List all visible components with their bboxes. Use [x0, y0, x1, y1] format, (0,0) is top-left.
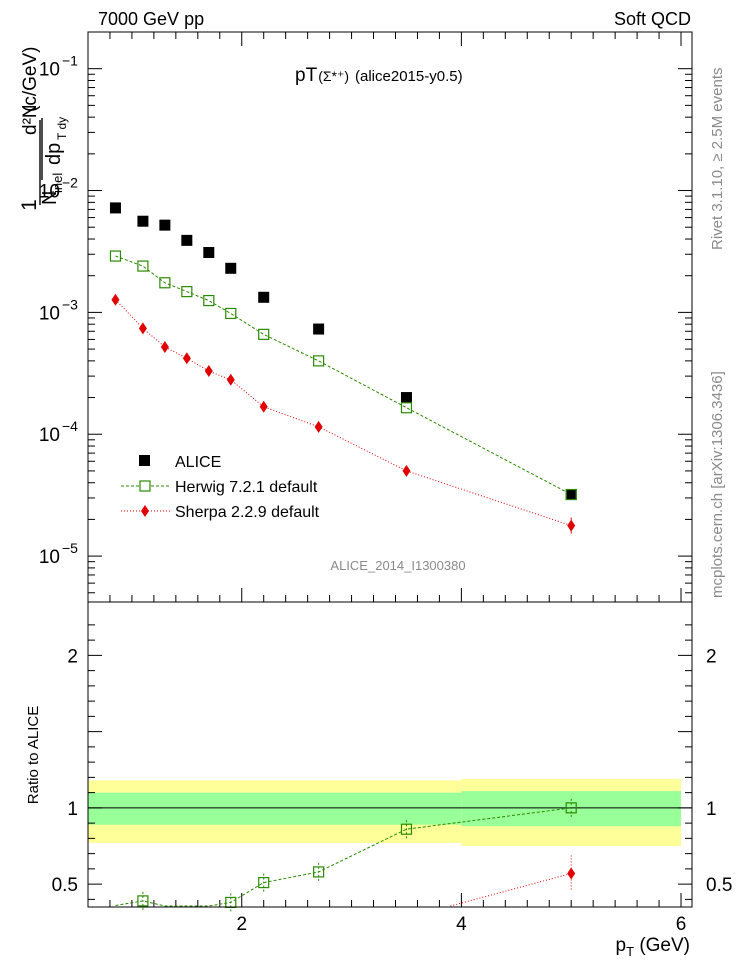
herwig-point	[181, 286, 193, 298]
x-axis-label: pT (GeV)	[616, 935, 690, 959]
sherpa-point	[259, 400, 268, 413]
sherpa-point	[314, 420, 323, 433]
y-tick-label: 10	[39, 425, 60, 446]
ratio-plot-frame	[87, 601, 693, 908]
ratio-sherpa-line	[450, 873, 572, 907]
svg-text:dp: dp	[43, 143, 65, 165]
y-tick-exponent: −2	[62, 175, 78, 191]
y-tick-label: 10	[39, 547, 60, 568]
legend-marker-sherpa	[141, 505, 149, 517]
x-tick-label: 6	[676, 914, 687, 935]
alice-point	[565, 489, 577, 501]
ratio-sherpa-point	[567, 867, 576, 880]
sherpa-line	[115, 299, 572, 527]
legend-marker-herwig	[139, 480, 151, 492]
sherpa-point	[402, 464, 411, 477]
ratio-herwig-point	[400, 823, 413, 835]
y-tick-label: 10	[39, 182, 60, 203]
svg-text:1: 1	[18, 199, 41, 211]
header-left: 7000 GeV pp	[98, 9, 204, 29]
herwig-point	[313, 355, 325, 367]
alice-point	[203, 247, 215, 259]
herwig-point	[109, 250, 122, 262]
herwig-point	[565, 488, 577, 501]
legend: ALICE Herwig 7.2.1 default Sherpa 2.2.9 …	[121, 454, 320, 521]
ratio-y-tick-label-left: 1	[67, 799, 78, 820]
x-tick-label: 2	[236, 914, 247, 935]
header-right: Soft QCD	[614, 9, 691, 29]
svg-text:(c/GeV): (c/GeV)	[20, 47, 41, 112]
alice-point	[181, 234, 193, 246]
ratio-uncertainty-bands	[88, 778, 692, 846]
y-tick-exponent: −3	[62, 296, 78, 312]
ratio-y-tick-label-left: 2	[67, 646, 78, 667]
sherpa-point	[226, 373, 235, 386]
legend-marker-alice	[139, 455, 150, 466]
sherpa-point	[111, 293, 120, 306]
alice-point	[225, 262, 237, 274]
svg-text:N: N	[39, 191, 61, 205]
sherpa-point	[204, 365, 213, 378]
herwig-point	[137, 260, 149, 272]
top-y-axis-label: 1 N inel d²N dp T dy (c/GeV)	[18, 47, 69, 211]
herwig-line	[115, 255, 572, 495]
ratio-y-axis-label: Ratio to ALICE	[25, 706, 42, 804]
herwig-point	[258, 328, 270, 340]
legend-label-herwig: Herwig 7.2.1 default	[175, 479, 318, 496]
legend-label-alice: ALICE	[175, 454, 221, 471]
y-tick-exponent: −5	[62, 540, 78, 556]
ratio-y-tick-label-left: 0.5	[52, 875, 78, 896]
ratio-herwig-point	[565, 802, 577, 814]
svg-text:d²N: d²N	[20, 104, 41, 135]
svg-text:inel: inel	[50, 173, 65, 193]
ratio-y-tick-label-right: 2	[706, 646, 717, 667]
ratio-herwig-point	[137, 895, 149, 907]
sherpa-point	[138, 322, 147, 335]
alice-point	[159, 219, 171, 231]
ratio-herwig-line	[115, 807, 572, 907]
plot-title: pT(Σ*⁺) (alice2015-y0.5)	[295, 65, 463, 86]
analysis-watermark: ALICE_2014_I1300380	[330, 558, 465, 573]
ratio-axis-ticks: 2 4 6 0.5 0.5 1 1 2 2	[52, 624, 732, 935]
alice-point	[109, 202, 121, 214]
herwig-point	[400, 402, 413, 414]
ratio-y-tick-label-right: 1	[706, 799, 717, 820]
rivet-version-label: Rivet 3.1.10, ≥ 2.5M events	[709, 68, 726, 251]
herwig-point	[203, 294, 215, 307]
y-tick-exponent: −4	[62, 418, 78, 434]
mcplots-label: mcplots.cern.ch [arXiv:1306.3436]	[709, 371, 726, 598]
ratio-y-tick-label-right: 0.5	[706, 875, 732, 896]
alice-point	[137, 215, 149, 227]
svg-text:T dy: T dy	[55, 117, 69, 140]
herwig-point	[225, 307, 237, 320]
y-tick-label: 10	[39, 303, 60, 324]
y-tick-exponent: −1	[62, 53, 78, 69]
alice-point	[258, 291, 270, 303]
x-tick-label: 4	[456, 914, 467, 935]
ratio-herwig-point	[313, 866, 325, 878]
top-series-layer	[109, 202, 577, 534]
top-axis-ticks: 10−110−210−310−410−5	[39, 31, 692, 602]
alice-point	[313, 323, 325, 335]
sherpa-point	[182, 352, 191, 365]
ratio-inner-band	[88, 792, 462, 825]
y-tick-label: 10	[39, 60, 60, 81]
legend-label-sherpa: Sherpa 2.2.9 default	[175, 504, 320, 521]
sherpa-point	[160, 340, 169, 353]
herwig-point	[159, 277, 171, 289]
ratio-herwig-point	[258, 876, 270, 889]
alice-point	[400, 392, 412, 404]
